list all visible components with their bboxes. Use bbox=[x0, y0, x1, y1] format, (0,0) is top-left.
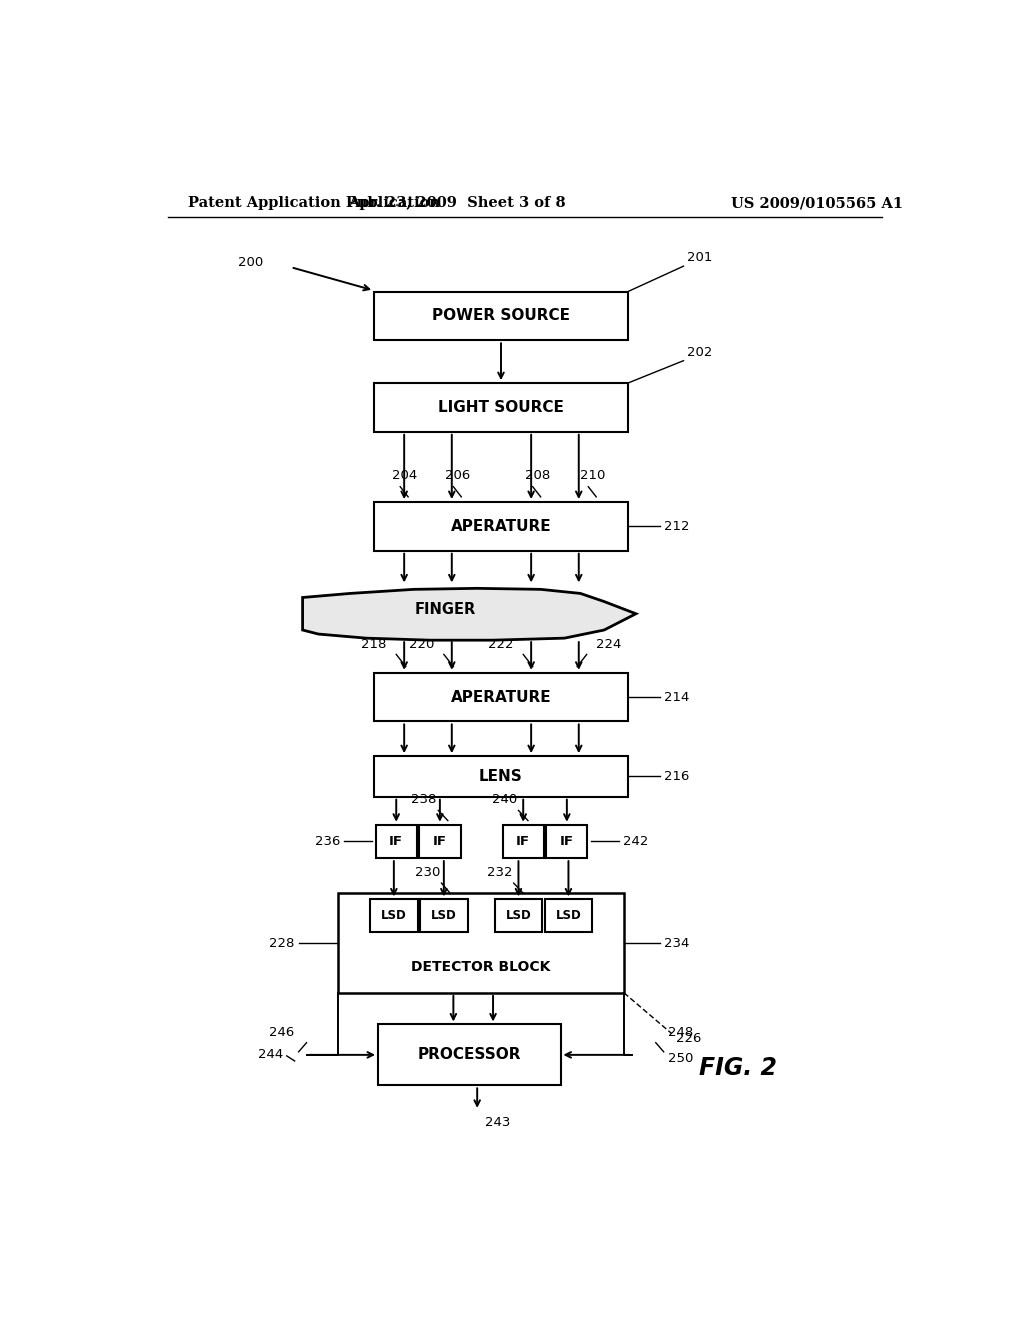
Text: 204: 204 bbox=[392, 469, 418, 482]
Text: 206: 206 bbox=[445, 469, 471, 482]
Text: 243: 243 bbox=[485, 1115, 511, 1129]
Text: 238: 238 bbox=[411, 793, 436, 807]
Bar bbox=[376, 825, 417, 858]
Text: IF: IF bbox=[433, 836, 446, 847]
Text: 216: 216 bbox=[664, 770, 689, 783]
Bar bbox=[546, 825, 588, 858]
Text: 201: 201 bbox=[687, 251, 713, 264]
Text: 226: 226 bbox=[676, 1032, 701, 1045]
Bar bbox=[419, 825, 461, 858]
Text: 222: 222 bbox=[488, 639, 514, 651]
Text: 200: 200 bbox=[238, 256, 263, 268]
Text: IF: IF bbox=[516, 836, 530, 847]
Text: 244: 244 bbox=[257, 1048, 283, 1061]
Bar bbox=[503, 825, 544, 858]
Text: DETECTOR BLOCK: DETECTOR BLOCK bbox=[412, 961, 551, 974]
Text: 250: 250 bbox=[668, 1052, 693, 1065]
Text: 202: 202 bbox=[687, 346, 713, 359]
Text: 230: 230 bbox=[415, 866, 440, 879]
Text: 240: 240 bbox=[492, 793, 517, 807]
Text: PROCESSOR: PROCESSOR bbox=[418, 1047, 521, 1063]
Text: 234: 234 bbox=[664, 937, 689, 949]
Text: LSD: LSD bbox=[506, 909, 531, 923]
Text: LENS: LENS bbox=[479, 768, 523, 784]
Text: IF: IF bbox=[560, 836, 573, 847]
Bar bbox=[545, 899, 592, 932]
Text: US 2009/0105565 A1: US 2009/0105565 A1 bbox=[731, 197, 903, 210]
Text: 228: 228 bbox=[269, 937, 295, 949]
Text: 246: 246 bbox=[269, 1026, 295, 1039]
Text: IF: IF bbox=[389, 836, 403, 847]
Bar bbox=[374, 383, 628, 432]
Bar bbox=[338, 894, 624, 993]
Bar bbox=[374, 292, 628, 341]
Text: FINGER: FINGER bbox=[415, 602, 476, 618]
Text: 214: 214 bbox=[664, 690, 689, 704]
Text: APERATURE: APERATURE bbox=[451, 519, 551, 533]
Text: 220: 220 bbox=[409, 639, 434, 651]
Text: 224: 224 bbox=[596, 639, 622, 651]
Text: Apr. 23, 2009  Sheet 3 of 8: Apr. 23, 2009 Sheet 3 of 8 bbox=[348, 197, 566, 210]
Text: Patent Application Publication: Patent Application Publication bbox=[187, 197, 439, 210]
Text: POWER SOURCE: POWER SOURCE bbox=[432, 309, 570, 323]
Bar bbox=[370, 899, 418, 932]
Bar bbox=[374, 756, 628, 797]
Text: 212: 212 bbox=[664, 520, 689, 533]
Text: 248: 248 bbox=[668, 1026, 693, 1039]
Text: LIGHT SOURCE: LIGHT SOURCE bbox=[438, 400, 564, 414]
Text: 232: 232 bbox=[486, 866, 512, 879]
Bar bbox=[420, 899, 468, 932]
Bar bbox=[374, 673, 628, 722]
Text: 242: 242 bbox=[624, 836, 648, 847]
Text: LSD: LSD bbox=[381, 909, 407, 923]
Bar bbox=[378, 1024, 560, 1085]
Bar bbox=[374, 502, 628, 550]
Text: 218: 218 bbox=[361, 639, 387, 651]
Text: 208: 208 bbox=[524, 469, 550, 482]
Polygon shape bbox=[303, 589, 636, 640]
Text: 210: 210 bbox=[581, 469, 606, 482]
Text: 236: 236 bbox=[314, 836, 340, 847]
Bar bbox=[495, 899, 543, 932]
Text: LSD: LSD bbox=[556, 909, 582, 923]
Text: APERATURE: APERATURE bbox=[451, 689, 551, 705]
Text: LSD: LSD bbox=[431, 909, 457, 923]
Text: FIG. 2: FIG. 2 bbox=[699, 1056, 777, 1080]
